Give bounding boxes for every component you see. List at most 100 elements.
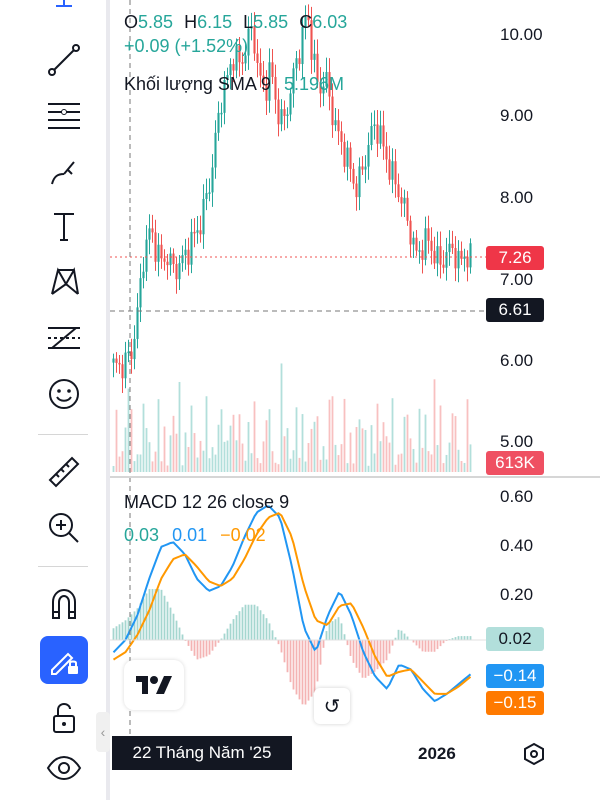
toolbar-divider — [38, 566, 88, 567]
volume-bar — [238, 414, 241, 472]
volume-bar — [400, 453, 403, 472]
volume-bar — [328, 399, 331, 472]
macd-hist-bar — [460, 636, 463, 640]
volume-bar — [439, 405, 442, 472]
macd-hist-bar — [313, 640, 316, 693]
volume-bar — [451, 413, 454, 472]
unlock-icon[interactable] — [38, 696, 90, 740]
volume-bar — [235, 440, 238, 472]
volume-legend[interactable]: Khối lượng SMA 9 5.196M — [124, 74, 344, 95]
macd-hist-bar — [388, 640, 391, 654]
tradingview-logo[interactable] — [124, 660, 184, 710]
candle-body — [241, 62, 244, 64]
volume-bar — [280, 363, 283, 472]
macd-legend-label[interactable]: MACD 12 26 close 9 — [124, 492, 290, 512]
trend-line-icon[interactable] — [38, 38, 90, 82]
volume-bar — [295, 407, 298, 472]
pattern-icon[interactable] — [38, 260, 90, 304]
fib-icon[interactable] — [38, 94, 90, 138]
candle-body — [265, 84, 268, 101]
candle-body — [337, 120, 340, 132]
emoji-icon[interactable] — [38, 372, 90, 416]
macd-hist-bar — [274, 637, 277, 640]
volume-bars — [112, 363, 472, 472]
volume-bar — [220, 409, 223, 472]
macd-hist-label: 0.02 — [486, 627, 544, 651]
volume-bar — [226, 440, 229, 472]
macd-hist-bar — [238, 611, 241, 640]
macd-hist-bar — [259, 610, 262, 640]
macd-hist-bar — [262, 614, 265, 640]
ruler-icon[interactable] — [38, 450, 90, 494]
magnet-icon[interactable] — [38, 582, 90, 626]
volume-bar — [358, 419, 361, 472]
reset-chart-icon[interactable]: ↺ — [314, 688, 350, 724]
crosshair-price-label: 6.61 — [486, 298, 544, 322]
collapse-toolbar-chevron-icon[interactable]: ‹ — [96, 712, 110, 752]
macd-hist-bar — [433, 640, 436, 652]
last-price-label: 7.26 — [486, 246, 544, 270]
crosshair-icon[interactable] — [38, 0, 90, 28]
forecast-icon[interactable] — [38, 316, 90, 360]
macd-hist-bar — [385, 640, 388, 661]
candle-body — [289, 93, 292, 115]
candle-body — [178, 263, 181, 280]
candle-body — [430, 240, 433, 251]
macd-hist-bar — [190, 640, 193, 651]
volume-bar — [124, 427, 127, 472]
volume-bar — [367, 465, 370, 472]
eye-icon[interactable] — [38, 746, 90, 790]
chart-canvas[interactable] — [110, 0, 600, 800]
open-label: O — [124, 12, 139, 32]
macd-hist-bar — [454, 637, 457, 640]
macd-hist-bar — [112, 628, 115, 640]
candle-body — [181, 255, 184, 264]
macd-hist-bar — [277, 640, 280, 645]
volume-bar — [346, 463, 349, 472]
volume-bar — [397, 454, 400, 472]
candle-body — [247, 28, 250, 56]
volume-bar — [181, 465, 184, 472]
volume-bar — [364, 429, 367, 472]
macd-hist-bar — [427, 640, 430, 652]
macd-hist-bar — [412, 640, 415, 643]
macd-hist-bar — [400, 630, 403, 640]
volume-bar — [184, 432, 187, 472]
volume-bar — [223, 441, 226, 472]
toolbar-separator — [106, 0, 110, 800]
macd-hist-bar — [172, 613, 175, 640]
candle-body — [424, 228, 427, 260]
close-value: 6.03 — [312, 12, 348, 32]
settings-icon[interactable] — [522, 742, 546, 766]
brush-icon[interactable] — [38, 150, 90, 194]
candle-body — [433, 250, 436, 264]
candle-body — [175, 264, 178, 280]
candle-body — [466, 256, 469, 268]
macd-hist-bar — [310, 640, 313, 697]
volume-bar — [379, 441, 382, 472]
volume-bar — [250, 453, 253, 472]
candle-body — [307, 16, 310, 21]
macd-hist-bar — [355, 640, 358, 668]
candle-body — [427, 228, 430, 241]
volume-bar — [127, 388, 130, 472]
volume-bar — [463, 462, 466, 472]
macd-hist-bar — [229, 623, 232, 640]
high-value: 6.15 — [197, 12, 233, 32]
candle-body — [295, 58, 298, 69]
macd-hist-bar — [202, 640, 205, 658]
macd-legend-values: 0.03 0.01 −0.02 — [124, 525, 266, 546]
macd-hist-bar — [250, 604, 253, 640]
macd-hist-bar — [406, 636, 409, 640]
text-icon[interactable] — [38, 204, 90, 248]
volume-bar — [307, 443, 310, 472]
volume-bar — [448, 442, 451, 472]
volume-bar — [169, 435, 172, 472]
lock-drawing-icon[interactable] — [40, 636, 88, 684]
macd-hist-bar — [118, 624, 121, 640]
macd-hist-bar — [115, 626, 118, 640]
zoom-in-icon[interactable] — [38, 506, 90, 550]
candle-body — [388, 159, 391, 180]
volume-bar — [262, 441, 265, 472]
candle-body — [205, 193, 208, 199]
